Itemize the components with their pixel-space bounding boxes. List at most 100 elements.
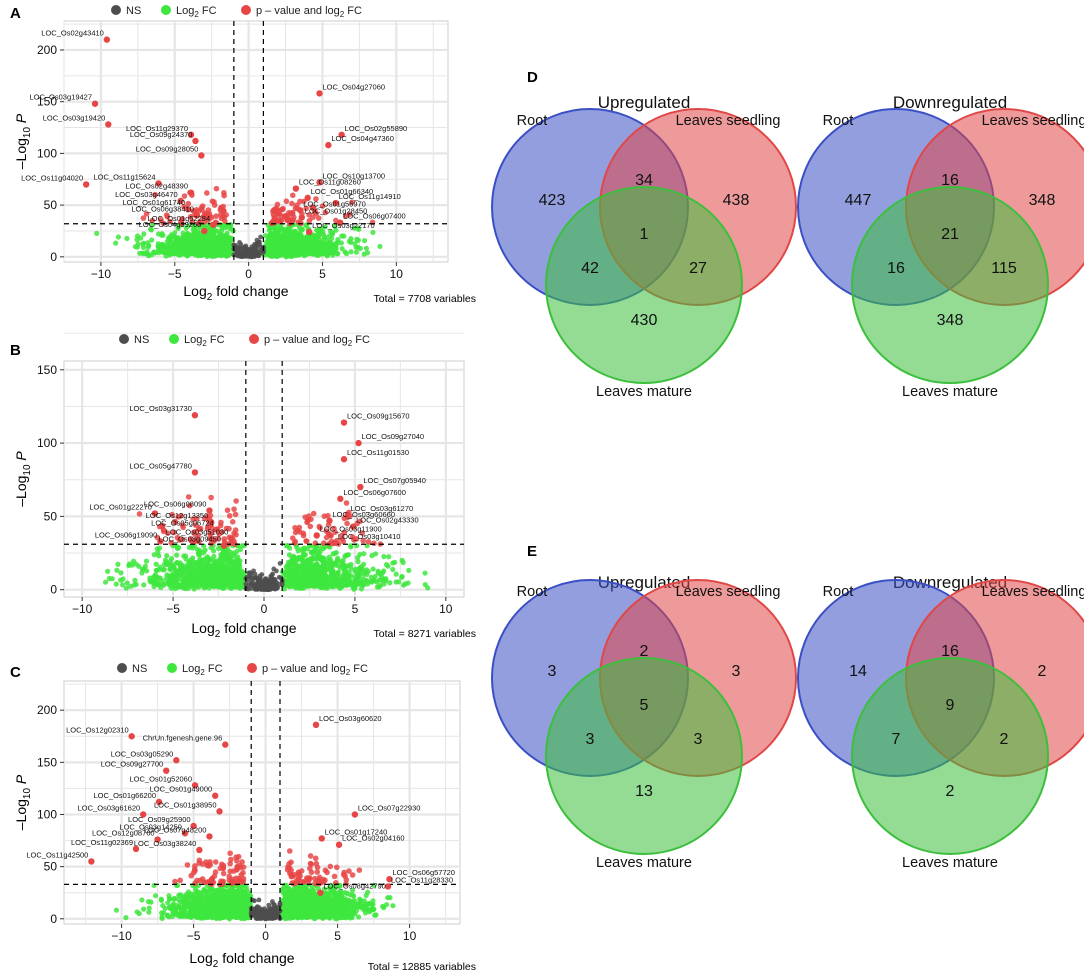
point-ns bbox=[272, 578, 277, 584]
volcano-plot: LOC_Os03g31730LOC_Os05g47780LOC_Os06g080… bbox=[37, 332, 465, 616]
y-tick-label: 0 bbox=[50, 250, 57, 264]
legend-sig-label: p – value and log2 FC bbox=[256, 5, 362, 19]
legend-ns-marker bbox=[119, 334, 129, 344]
point-fc bbox=[335, 557, 341, 563]
point-ns bbox=[242, 253, 248, 258]
labeled-point bbox=[198, 152, 205, 159]
point-fc bbox=[296, 575, 302, 581]
legend-ns-marker bbox=[117, 663, 127, 673]
volcano-legend: NS Log2 FC p – value and log2 FC bbox=[119, 334, 370, 348]
point-sig bbox=[312, 540, 319, 546]
point-fc bbox=[313, 239, 319, 245]
point-fc bbox=[285, 228, 291, 234]
point-cloud bbox=[94, 185, 383, 260]
legend-ns-label: NS bbox=[134, 334, 149, 346]
point-fc bbox=[232, 584, 239, 590]
point-fc bbox=[310, 549, 317, 555]
x-tick-label: −10 bbox=[72, 602, 93, 616]
point-sig bbox=[276, 210, 282, 217]
legend-fc-marker bbox=[169, 334, 179, 344]
point-ns bbox=[258, 234, 264, 240]
point-fc bbox=[322, 224, 328, 230]
point-sig bbox=[292, 524, 298, 531]
point-fc bbox=[141, 582, 147, 588]
point-fc bbox=[197, 230, 203, 236]
point-fc bbox=[351, 225, 358, 231]
legend-fc-label: Log2 FC bbox=[182, 663, 223, 677]
point-fc bbox=[167, 251, 173, 257]
point-fc bbox=[332, 223, 338, 229]
point-fc bbox=[237, 564, 243, 570]
point-fc bbox=[123, 915, 129, 921]
labeled-point bbox=[191, 469, 199, 476]
y-tick-label: 150 bbox=[37, 363, 57, 377]
volcano-legend: NS Log2 FC p – value and log2 FC bbox=[117, 663, 368, 677]
point-fc bbox=[146, 252, 152, 258]
point-sig bbox=[229, 519, 236, 525]
point-label: LOC_Os06g08090 bbox=[144, 500, 207, 509]
point-fc bbox=[290, 246, 296, 252]
x-axis-title: Log2 fold change bbox=[183, 283, 288, 303]
point-fc bbox=[355, 570, 362, 576]
point-fc bbox=[390, 560, 396, 566]
point-fc bbox=[381, 553, 387, 560]
point-fc bbox=[179, 236, 185, 243]
point-fc bbox=[330, 570, 336, 576]
point-fc bbox=[322, 568, 328, 574]
point-fc bbox=[322, 245, 329, 251]
point-fc bbox=[217, 565, 223, 571]
point-fc bbox=[276, 235, 282, 241]
point-fc bbox=[140, 241, 146, 247]
y-tick-label: 150 bbox=[37, 95, 57, 109]
point-fc bbox=[290, 554, 296, 560]
point-sig bbox=[231, 506, 237, 512]
point-label: LOC_Os03g22170 bbox=[312, 221, 375, 230]
text-part: 2 bbox=[340, 10, 345, 19]
point-fc bbox=[220, 248, 226, 255]
point-fc bbox=[311, 578, 317, 584]
point-fc bbox=[143, 558, 150, 564]
point-fc bbox=[134, 244, 141, 250]
x-tick-label: 10 bbox=[390, 267, 404, 281]
point-sig bbox=[224, 507, 231, 514]
point-label: LOC_Os04g27060 bbox=[323, 82, 386, 91]
legend-ns-marker bbox=[111, 5, 121, 15]
point-fc bbox=[283, 237, 290, 243]
point-fc bbox=[329, 248, 336, 254]
point-fc bbox=[348, 249, 354, 255]
point-fc bbox=[201, 567, 208, 573]
point-ns bbox=[258, 576, 264, 582]
point-sig bbox=[226, 513, 233, 519]
point-fc bbox=[164, 553, 170, 559]
point-fc bbox=[164, 242, 170, 248]
text-part: P bbox=[13, 451, 29, 461]
point-fc bbox=[226, 557, 232, 563]
point-fc bbox=[335, 570, 341, 576]
point-fc bbox=[327, 240, 333, 246]
point-fc bbox=[224, 564, 230, 570]
point-fc bbox=[174, 545, 181, 552]
point-fc bbox=[217, 231, 223, 237]
point-fc bbox=[202, 573, 209, 579]
point-label: LOC_Os04g39260 bbox=[139, 220, 202, 229]
point-fc bbox=[305, 241, 311, 247]
x-tick-label: −5 bbox=[168, 267, 182, 281]
point-fc bbox=[370, 566, 376, 572]
point-fc bbox=[161, 566, 167, 573]
point-fc bbox=[342, 566, 348, 572]
point-label: LOC_Os03g19420 bbox=[43, 113, 106, 122]
point-fc bbox=[289, 573, 296, 579]
point-ns bbox=[247, 570, 253, 576]
labeled-point bbox=[220, 542, 228, 549]
point-fc bbox=[191, 571, 197, 577]
text-part: FC bbox=[205, 663, 223, 675]
point-fc bbox=[364, 250, 371, 256]
x-tick-label: 10 bbox=[439, 602, 453, 616]
y-tick-label: 0 bbox=[50, 583, 57, 597]
point-fc bbox=[369, 553, 375, 559]
point-fc bbox=[385, 895, 391, 901]
point-fc bbox=[292, 229, 298, 235]
point-fc bbox=[315, 551, 321, 557]
point-fc bbox=[379, 577, 385, 583]
point-label: LOC_Os09g28050 bbox=[136, 144, 199, 153]
